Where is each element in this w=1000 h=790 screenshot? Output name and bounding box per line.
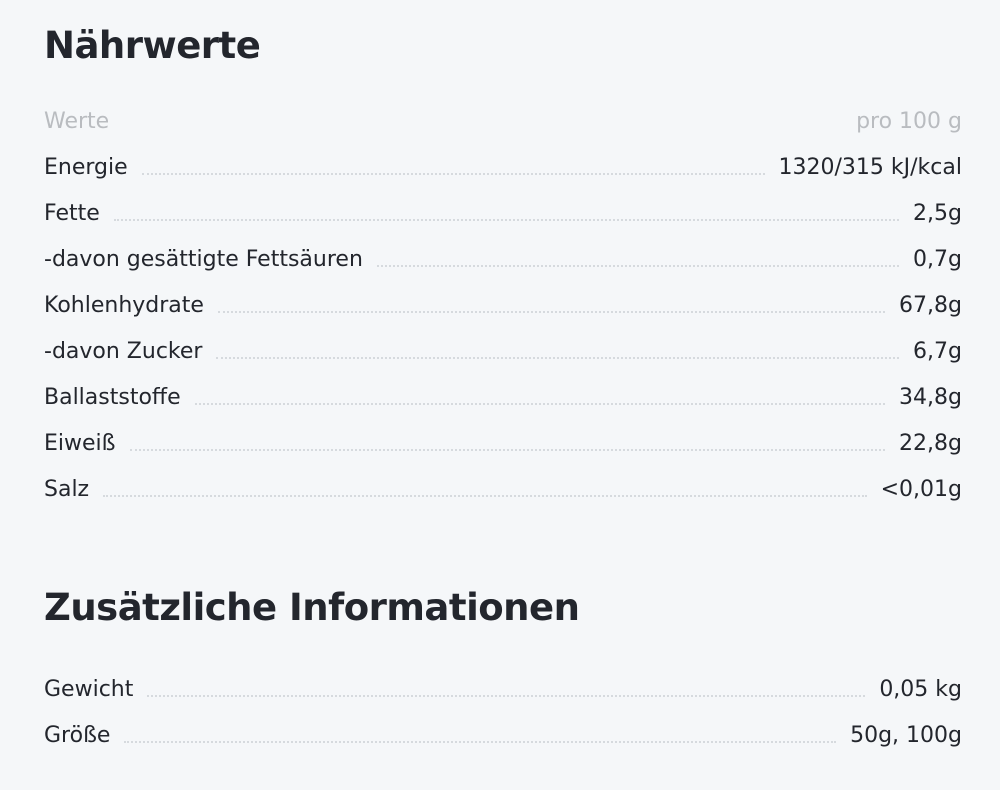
dotted-leader [129, 449, 886, 451]
divider [123, 127, 842, 129]
row-value: 0,05 kg [879, 677, 962, 702]
table-row: Gewicht 0,05 kg [44, 659, 962, 705]
table-row: Kohlenhydrate 67,8g [44, 275, 962, 321]
row-value: 2,5g [913, 201, 962, 226]
row-label: Salz [44, 477, 90, 502]
row-value: 34,8g [899, 385, 962, 410]
row-label: Kohlenhydrate [44, 293, 204, 318]
table-row: Salz <0,01g [44, 459, 962, 505]
row-value: 6,7g [913, 339, 962, 364]
nutrition-title: Nährwerte [44, 24, 261, 67]
table-row: Ballaststoffe 34,8g [44, 367, 962, 413]
header-label: Werte [44, 109, 110, 134]
row-label: Fette [44, 201, 100, 226]
dotted-leader [141, 173, 765, 175]
row-value: 22,8g [899, 431, 962, 456]
additional-info-section: Zusätzliche Informationen Gewicht 0,05 kg… [44, 586, 962, 751]
table-row: -davon gesättigte Fettsäuren 0,7g [44, 229, 962, 275]
row-label: Gewicht [44, 677, 134, 702]
dotted-leader [216, 357, 900, 359]
row-label: Eiweiß [44, 431, 116, 456]
row-value: 50g, 100g [850, 723, 962, 748]
table-row: -davon Zucker 6,7g [44, 321, 962, 367]
table-row: Größe 50g, 100g [44, 705, 962, 751]
row-label: Energie [44, 155, 128, 180]
row-label: Größe [44, 723, 111, 748]
dotted-leader [217, 311, 886, 313]
dotted-leader [147, 695, 866, 697]
row-value: 67,8g [899, 293, 962, 318]
dotted-leader [124, 741, 837, 743]
table-row: Fette 2,5g [44, 183, 962, 229]
nutrition-header-row: Werte pro 100 g [44, 91, 962, 137]
dotted-leader [376, 265, 900, 267]
dotted-leader [113, 219, 900, 221]
row-value: 1320/315 kJ/kcal [778, 155, 962, 180]
header-value: pro 100 g [856, 109, 962, 134]
table-row: Eiweiß 22,8g [44, 413, 962, 459]
row-value: <0,01g [880, 477, 962, 502]
row-value: 0,7g [913, 247, 962, 272]
table-row: Energie 1320/315 kJ/kcal [44, 137, 962, 183]
nutrition-section: Nährwerte Werte pro 100 g Energie 1320/31… [44, 24, 962, 505]
dotted-leader [103, 495, 867, 497]
dotted-leader [194, 403, 886, 405]
row-label: -davon gesättigte Fettsäuren [44, 247, 363, 272]
row-label: -davon Zucker [44, 339, 203, 364]
additional-info-title: Zusätzliche Informationen [44, 586, 580, 629]
row-label: Ballaststoffe [44, 385, 181, 410]
